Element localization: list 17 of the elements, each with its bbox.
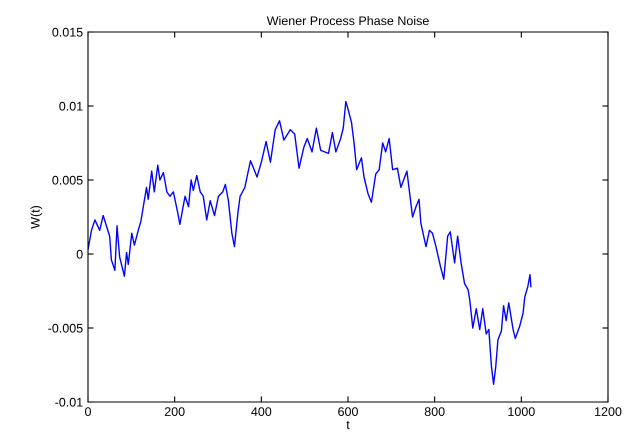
y-tick-label: 0.005 xyxy=(52,176,83,185)
y-tick-label: 0.015 xyxy=(52,28,83,37)
x-tick-label: 200 xyxy=(164,407,185,416)
x-tick-label: 800 xyxy=(424,407,445,416)
y-tick-label: -0.005 xyxy=(48,324,83,333)
x-tick-label: 400 xyxy=(251,407,272,416)
x-tick-label: 600 xyxy=(338,407,358,416)
x-tick-label: 1000 xyxy=(508,407,535,416)
y-axis-title: W(t) xyxy=(30,206,42,229)
x-tick-label: 0 xyxy=(85,407,91,416)
y-tick-label: 0 xyxy=(76,250,83,259)
chart-title: Wiener Process Phase Noise xyxy=(266,16,429,26)
x-tick-label: 1200 xyxy=(595,407,622,416)
y-tick-label: -0.01 xyxy=(55,398,83,407)
line-series xyxy=(88,100,532,385)
y-tick-label: 0.01 xyxy=(59,102,83,111)
x-axis-title: t xyxy=(346,420,350,430)
